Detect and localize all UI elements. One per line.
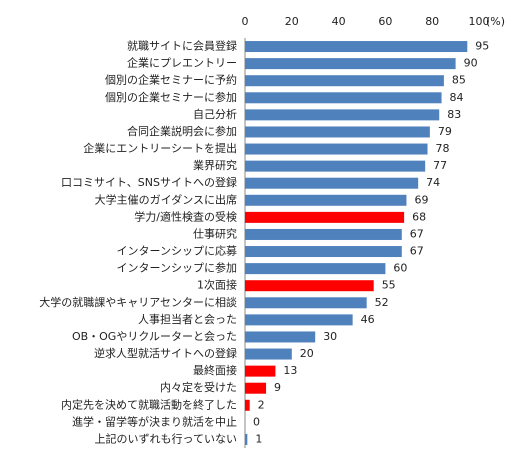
bar bbox=[245, 109, 440, 121]
value-label: 90 bbox=[464, 57, 478, 70]
x-tick-label: 80 bbox=[425, 15, 439, 28]
bar bbox=[245, 58, 456, 70]
value-label: 85 bbox=[452, 74, 466, 87]
bar bbox=[245, 348, 292, 360]
bar bbox=[245, 297, 367, 309]
value-label: 52 bbox=[375, 296, 389, 309]
y-tick-label: 就職サイトに会員登録 bbox=[127, 39, 237, 53]
y-tick-label: 内々定を受けた bbox=[160, 380, 237, 394]
bar bbox=[245, 126, 430, 138]
bar bbox=[245, 246, 402, 258]
bar bbox=[245, 280, 374, 292]
y-tick-label: 企業にプレエントリー bbox=[127, 56, 237, 70]
value-label: 1 bbox=[255, 432, 262, 445]
bar bbox=[245, 331, 316, 343]
x-tick-label: 20 bbox=[285, 15, 299, 28]
bar bbox=[245, 194, 407, 206]
bar bbox=[245, 92, 442, 104]
y-tick-label: 学力/適性検査の受検 bbox=[134, 209, 237, 223]
y-tick-label: 仕事研究 bbox=[193, 226, 237, 240]
value-label: 30 bbox=[323, 330, 337, 343]
y-tick-label: 口コミサイト、SNSサイトへの登録 bbox=[61, 175, 237, 189]
value-label: 79 bbox=[438, 125, 452, 138]
value-label: 78 bbox=[436, 142, 450, 155]
value-label: 74 bbox=[426, 176, 440, 189]
bar bbox=[245, 365, 276, 377]
value-label: 0 bbox=[253, 415, 260, 428]
axis-unit: (%) bbox=[486, 15, 505, 28]
y-tick-label: 合同企業説明会に参加 bbox=[127, 124, 237, 138]
x-tick-label: 100 bbox=[469, 15, 490, 28]
value-label: 46 bbox=[361, 313, 375, 326]
y-tick-label: インターンシップに参加 bbox=[117, 261, 237, 275]
y-tick-label: OB・OGやリクルーターと会った bbox=[72, 330, 237, 343]
value-label: 9 bbox=[274, 381, 281, 394]
value-label: 60 bbox=[393, 262, 407, 275]
y-tick-label: 大学の就職課やキャリアセンターに相談 bbox=[39, 295, 237, 309]
bar bbox=[245, 228, 402, 240]
x-tick-label: 40 bbox=[332, 15, 346, 28]
value-label: 2 bbox=[258, 398, 265, 411]
value-label: 67 bbox=[410, 245, 424, 258]
value-label: 77 bbox=[433, 159, 447, 172]
y-tick-label: 1次面接 bbox=[197, 278, 237, 292]
y-tick-label: 個別の企業セミナーに予約 bbox=[105, 73, 237, 87]
y-tick-label: 人事担当者と会った bbox=[138, 312, 237, 326]
value-label: 84 bbox=[450, 91, 464, 104]
y-tick-label: 逆求人型就活サイトへの登録 bbox=[94, 346, 237, 360]
bar bbox=[245, 314, 353, 326]
bar bbox=[245, 382, 267, 394]
value-label: 68 bbox=[412, 210, 426, 223]
y-tick-label: 大学主催のガイダンスに出席 bbox=[95, 192, 237, 206]
value-label: 13 bbox=[283, 364, 297, 377]
value-label: 95 bbox=[475, 40, 489, 53]
y-tick-label: 進学・留学等が決まり就活を中止 bbox=[72, 414, 237, 428]
y-tick-label: 内定先を決めて就職活動を終了した bbox=[61, 397, 237, 411]
bar bbox=[245, 160, 426, 172]
value-label: 69 bbox=[414, 193, 428, 206]
bar bbox=[245, 143, 428, 155]
bar bbox=[245, 399, 250, 411]
value-label: 20 bbox=[300, 347, 314, 360]
y-tick-label: 個別の企業セミナーに参加 bbox=[105, 90, 237, 104]
y-tick-label: 自己分析 bbox=[193, 107, 237, 121]
bar bbox=[245, 433, 248, 445]
bar bbox=[245, 177, 419, 189]
y-tick-label: 企業にエントリーシートを提出 bbox=[83, 141, 237, 155]
y-tick-label: 上記のいずれも行っていない bbox=[95, 431, 237, 445]
value-label: 55 bbox=[382, 279, 396, 292]
bar bbox=[245, 75, 444, 87]
bar bbox=[245, 263, 386, 275]
y-tick-label: インターンシップに応募 bbox=[117, 244, 237, 258]
bar bbox=[245, 211, 405, 223]
y-tick-label: 業界研究 bbox=[193, 158, 237, 172]
x-tick-label: 0 bbox=[242, 15, 249, 28]
value-label: 67 bbox=[410, 227, 424, 240]
bar bbox=[245, 41, 468, 53]
value-label: 83 bbox=[447, 108, 461, 121]
x-tick-label: 60 bbox=[378, 15, 392, 28]
y-tick-label: 最終面接 bbox=[193, 363, 237, 377]
